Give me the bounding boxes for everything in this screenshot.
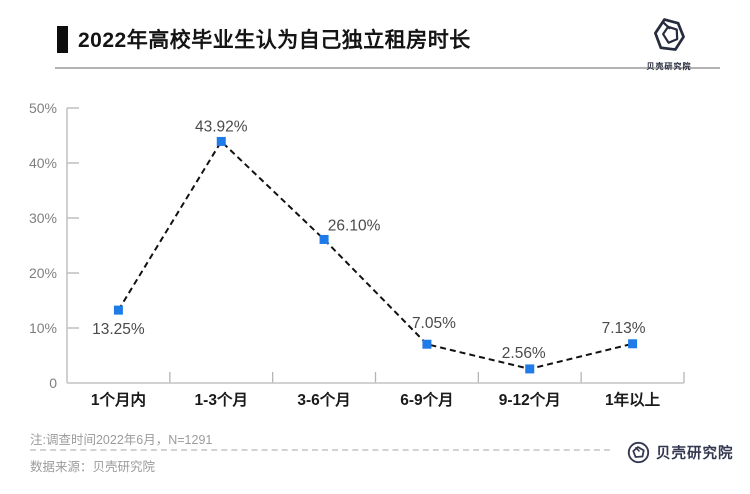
y-axis-tick-label: 40% — [29, 155, 57, 171]
beike-logo: 贝壳研究院 — [641, 15, 697, 72]
data-point-marker — [525, 364, 535, 374]
x-axis-category-label: 9-12个月 — [499, 391, 561, 409]
x-axis-category-label: 1个月内 — [91, 390, 146, 409]
beike-footer-logo: 贝壳研究院 — [627, 441, 734, 464]
series-line — [117, 139, 633, 370]
beike-shell-icon — [654, 18, 685, 51]
x-axis-category-label: 6-9个月 — [400, 391, 453, 409]
data-point-label: 26.10% — [328, 217, 381, 234]
title-accent-bar — [57, 26, 68, 53]
header-divider — [55, 67, 720, 69]
y-axis-tick-label: 10% — [29, 320, 57, 336]
y-axis-tick-label: 20% — [29, 265, 57, 281]
page-title: 2022年高校毕业生认为自己独立租房时长 — [78, 29, 471, 52]
data-point-marker — [628, 339, 638, 349]
x-axis-category-label: 1年以上 — [605, 390, 661, 409]
data-point-label: 2.56% — [502, 345, 546, 362]
chart-note: 注:调查时间2022年6月，N=1291 — [30, 433, 213, 447]
data-point-label: 43.92% — [195, 118, 248, 135]
y-axis-tick-label: 0 — [49, 375, 57, 391]
data-point-marker — [319, 234, 329, 244]
data-point-label: 13.25% — [92, 321, 145, 338]
footer-divider — [30, 449, 610, 451]
beike-shell-circle-icon — [627, 441, 650, 464]
x-axis-category-label: 3-6个月 — [297, 391, 350, 409]
beike-footer-logo-label: 贝壳研究院 — [656, 446, 734, 462]
data-point-label: 7.05% — [412, 315, 456, 332]
data-point-marker — [422, 339, 432, 349]
x-axis-category-label: 1-3个月 — [195, 391, 248, 409]
data-point-label: 7.13% — [602, 320, 646, 337]
chart-source: 数据来源：贝壳研究院 — [30, 460, 156, 474]
y-axis-tick-label: 30% — [29, 210, 57, 226]
data-point-marker — [113, 305, 123, 315]
y-axis-tick-label: 50% — [29, 100, 57, 116]
data-point-marker — [216, 136, 226, 146]
beike-logo-label: 贝壳研究院 — [646, 62, 692, 71]
